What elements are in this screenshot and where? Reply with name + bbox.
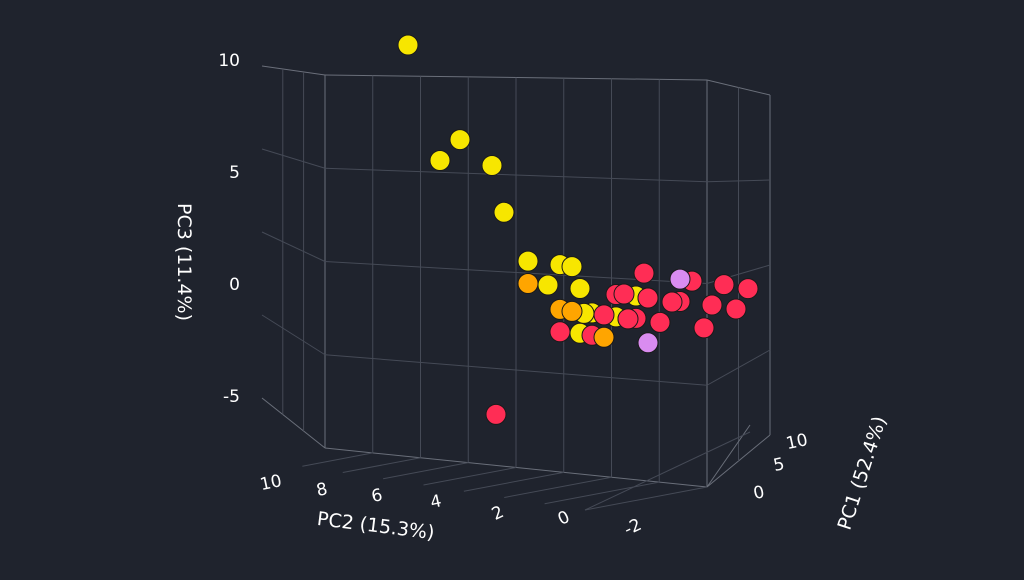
floor-gridline [544,481,660,505]
scatter-point[interactable] [561,256,583,278]
y-tick-label: 6 [370,485,385,507]
grid-layer [261,65,771,511]
scatter-point[interactable] [725,298,747,320]
y-tick-label: 8 [315,479,330,501]
floor-right-edge [706,424,751,488]
scatter-point[interactable] [561,300,583,322]
scatter-point[interactable] [537,274,559,296]
scatter-point[interactable] [485,403,507,425]
scatter-point[interactable] [517,250,539,272]
floor-gridline [504,476,612,498]
scatter-point[interactable] [493,201,515,223]
scatter-point[interactable] [737,278,759,300]
z-tick-label: 5 [229,163,240,183]
scatter-point[interactable] [617,308,639,330]
y-tick-label: 10 [258,471,283,495]
scatter-point[interactable] [713,274,735,296]
scatter-point[interactable] [693,317,715,339]
scatter-point[interactable] [569,278,591,299]
y-tick-label: 4 [429,491,444,513]
left-wall-horizontal-gridline [261,231,326,262]
y-axis-title: PC2 (15.3%) [316,508,436,544]
floor-gridline [584,431,751,511]
floor-gridline [584,486,708,511]
y-tick-label: -2 [621,515,645,540]
scatter-point[interactable] [649,311,671,333]
left-wall-top [261,65,326,76]
floor-gridline [423,467,517,486]
scatter-point[interactable] [593,326,615,348]
floor-gridline [463,471,564,492]
scatter-point[interactable] [593,304,615,326]
floor-gridline [383,462,469,480]
x-tick-label: 5 [772,454,787,476]
point-layer [397,34,759,425]
scatter-point[interactable] [549,321,571,343]
back-wall-horizontal-gridline [324,167,708,183]
scatter-point[interactable] [701,294,723,316]
x-axis-title: PC1 (52.4%) [834,414,891,533]
floor-gridline [342,457,421,473]
x-tick-label: 10 [784,430,809,454]
y-tick-label: 0 [555,507,573,530]
scatter-point[interactable] [637,332,659,354]
z-tick-label: -5 [223,387,240,407]
scatter-point[interactable] [397,34,419,56]
y-tick-label: 2 [489,502,507,525]
scatter-point[interactable] [637,287,659,309]
z-tick-label: 0 [229,275,240,295]
left-wall-horizontal-gridline [261,148,326,169]
scatter-point[interactable] [661,291,683,313]
z-axis-title: PC3 (11.4%) [173,203,195,321]
x-tick-label: 0 [752,482,767,504]
scatter-point[interactable] [429,150,451,171]
left-wall-horizontal-gridline [261,314,326,356]
scatter-point[interactable] [481,155,503,176]
floor-gridline [302,452,373,467]
scatter-point[interactable] [449,129,471,151]
scatter-point[interactable] [517,273,539,294]
left-wall-bottom [261,397,326,449]
back-wall-horizontal-gridline [324,354,708,386]
scatter-point[interactable] [669,268,691,290]
z-tick-label: 10 [218,51,240,71]
scatter-point[interactable] [613,283,635,305]
scatter-point[interactable] [633,262,655,284]
